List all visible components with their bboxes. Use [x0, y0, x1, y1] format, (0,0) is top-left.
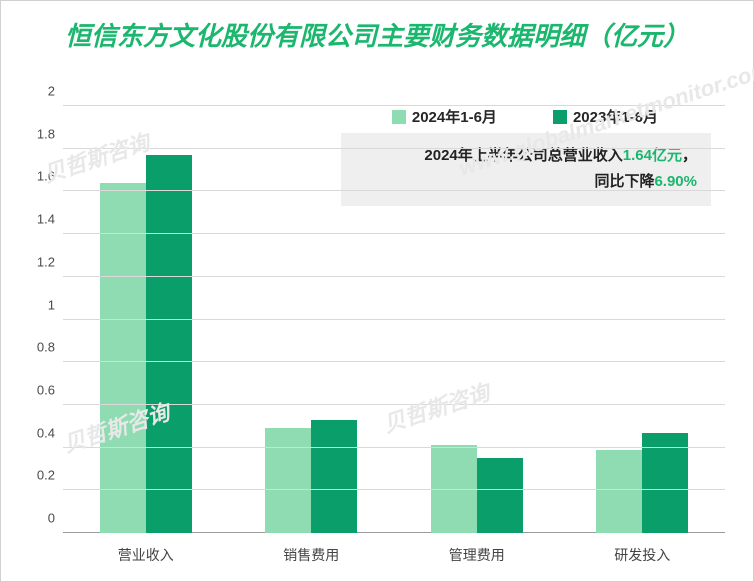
- chart-title: 恒信东方文化股份有限公司主要财务数据明细（亿元）: [1, 1, 753, 62]
- x-tick-label: 销售费用: [283, 545, 339, 565]
- y-tick-label: 1.4: [37, 212, 55, 227]
- bar-group: 管理费用: [404, 106, 550, 533]
- bar-group: 研发投入: [569, 106, 715, 533]
- plot: 营业收入销售费用管理费用研发投入 00.20.40.60.811.21.41.6…: [63, 106, 725, 533]
- gridline: [63, 319, 725, 320]
- y-tick-label: 2: [48, 84, 55, 99]
- y-tick-label: 0.2: [37, 468, 55, 483]
- bar-group: 销售费用: [238, 106, 384, 533]
- y-tick-label: 0: [48, 511, 55, 526]
- bar: [596, 450, 642, 533]
- bar-group: 营业收入: [73, 106, 219, 533]
- chart-area: 营业收入销售费用管理费用研发投入 00.20.40.60.811.21.41.6…: [63, 106, 725, 533]
- gridline: [63, 105, 725, 106]
- bars-container: 营业收入销售费用管理费用研发投入: [63, 106, 725, 533]
- y-tick-label: 1: [48, 297, 55, 312]
- gridline: [63, 190, 725, 191]
- bar: [642, 433, 688, 533]
- y-tick-label: 0.8: [37, 340, 55, 355]
- gridline: [63, 233, 725, 234]
- bar: [100, 183, 146, 533]
- gridline: [63, 361, 725, 362]
- chart-container: 恒信东方文化股份有限公司主要财务数据明细（亿元） 2024年1-6月 2023年…: [0, 0, 754, 582]
- bar: [311, 420, 357, 533]
- y-tick-label: 1.6: [37, 169, 55, 184]
- x-tick-label: 管理费用: [449, 545, 505, 565]
- gridline: [63, 404, 725, 405]
- x-tick-label: 研发投入: [614, 545, 670, 565]
- gridline: [63, 447, 725, 448]
- gridline: [63, 276, 725, 277]
- y-tick-label: 0.4: [37, 425, 55, 440]
- gridline: [63, 148, 725, 149]
- y-tick-label: 1.2: [37, 254, 55, 269]
- y-tick-label: 0.6: [37, 382, 55, 397]
- gridline: [63, 489, 725, 490]
- bar: [477, 458, 523, 533]
- bar: [146, 155, 192, 533]
- bar: [265, 428, 311, 533]
- x-tick-label: 营业收入: [118, 545, 174, 565]
- y-tick-label: 1.8: [37, 126, 55, 141]
